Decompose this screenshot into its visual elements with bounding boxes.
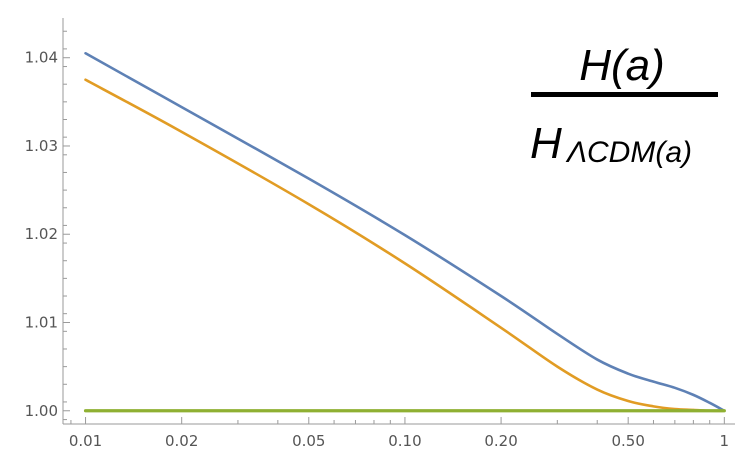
y-tick-label: 1.02 <box>25 225 58 243</box>
x-tick-label: 0.01 <box>69 432 102 450</box>
x-tick-label: 1 <box>720 432 730 450</box>
series-line-1 <box>84 52 726 413</box>
axes: 1.00 1.01 1.02 1.03 1.04 0.01 0.02 0.05 0.10 0.20… <box>25 18 735 450</box>
chart-title: H(a) H ΛCDM(a) <box>530 41 718 169</box>
y-tick-label: 1.03 <box>25 137 58 155</box>
title-fraction-bar <box>531 92 718 97</box>
x-tick-label: 0.20 <box>484 432 517 450</box>
x-tick-label: 0.05 <box>292 432 325 450</box>
x-tick-label: 0.10 <box>388 432 421 450</box>
y-tick-label: 1.04 <box>25 49 58 67</box>
title-numerator: H(a) <box>579 41 665 90</box>
x-tick-label: 0.02 <box>165 432 198 450</box>
title-denominator-subscript: ΛCDM(a) <box>565 136 692 169</box>
series-group <box>83 52 726 413</box>
title-denominator: H <box>530 119 562 168</box>
y-tick-label: 1.01 <box>25 314 58 332</box>
series-line-2 <box>84 78 726 413</box>
y-tick-label: 1.00 <box>25 402 58 420</box>
x-tick-label: 0.50 <box>611 432 644 450</box>
